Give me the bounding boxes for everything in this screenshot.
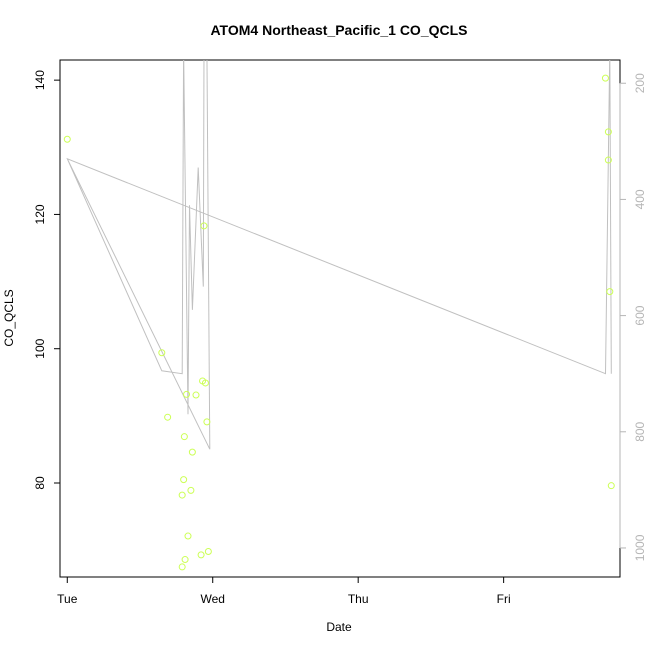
y2-tick-label: 1000 [633, 534, 647, 561]
y-tick-label: 80 [33, 476, 47, 490]
data-point [200, 222, 208, 230]
data-point [601, 74, 609, 82]
data-point [164, 413, 172, 421]
data-point [180, 433, 188, 441]
data-point [178, 491, 186, 499]
data-point [204, 547, 212, 555]
data-point [203, 418, 211, 426]
x-axis-label: Date [326, 620, 352, 634]
y-axis: 80 100 120 140 [33, 70, 61, 490]
data-point [607, 482, 615, 490]
point-layer [63, 74, 615, 571]
y-tick-label: 100 [33, 338, 47, 358]
data-point [180, 476, 188, 484]
data-point [63, 135, 71, 143]
chart-title: ATOM4 Northeast_Pacific_1 CO_QCLS [210, 22, 467, 38]
y-axis-label: CO_QCLS [2, 289, 16, 346]
data-point [187, 486, 195, 494]
data-point [181, 556, 189, 564]
x-axis: Tue Wed Thu Fri [57, 576, 511, 606]
data-point [178, 563, 186, 571]
data-point [606, 288, 614, 296]
data-point [184, 532, 192, 540]
y-tick-label: 140 [33, 70, 47, 90]
data-point [183, 390, 191, 398]
plot-frame [59, 59, 621, 578]
x-tick-label: Tue [57, 592, 78, 606]
x-tick-label: Thu [348, 592, 369, 606]
data-point [201, 379, 209, 387]
x-tick-label: Wed [200, 592, 224, 606]
data-point [188, 448, 196, 456]
data-point [158, 349, 166, 357]
x-tick-label: Fri [497, 592, 511, 606]
series-line [66, 60, 612, 450]
y2-axis: 200 400 600 800 1000 [619, 73, 647, 561]
data-point [604, 156, 612, 164]
y2-tick-label: 600 [633, 305, 647, 325]
y2-tick-label: 200 [633, 73, 647, 93]
y-tick-label: 120 [33, 204, 47, 224]
data-point [604, 128, 612, 136]
y2-tick-label: 800 [633, 421, 647, 441]
data-point [192, 391, 200, 399]
line-layer [66, 60, 612, 450]
y2-tick-label: 400 [633, 189, 647, 209]
data-point [197, 551, 205, 559]
